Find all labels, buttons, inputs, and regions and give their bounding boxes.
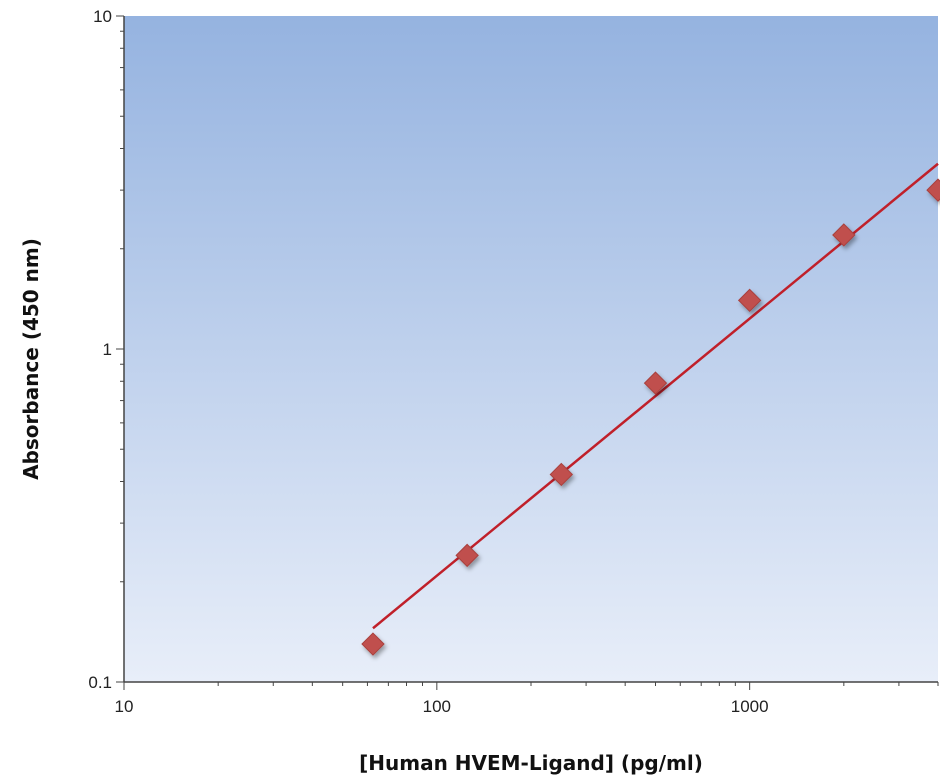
data-point	[643, 371, 668, 395]
data-point	[361, 632, 385, 656]
x-tick-label: 10	[115, 697, 134, 716]
y-tick-label: 1	[103, 340, 112, 359]
x-tick-label: 1000	[731, 697, 769, 716]
y-tick-label: 0.1	[88, 673, 112, 692]
data-points	[361, 178, 940, 656]
tick-labels: 0.1 1 10 10 100 1000	[88, 7, 768, 716]
data-point	[926, 178, 940, 202]
x-tick-label: 100	[423, 697, 451, 716]
data-point	[549, 462, 574, 487]
y-axis-title: Absorbance (450 nm)	[19, 238, 43, 480]
x-axis-title: [Human HVEM-Ligand] (pg/ml)	[359, 751, 703, 775]
data-point	[832, 223, 856, 247]
data-point	[737, 288, 762, 313]
plot-area	[124, 16, 938, 682]
data-point	[455, 543, 479, 568]
y-tick-label: 10	[93, 7, 112, 26]
